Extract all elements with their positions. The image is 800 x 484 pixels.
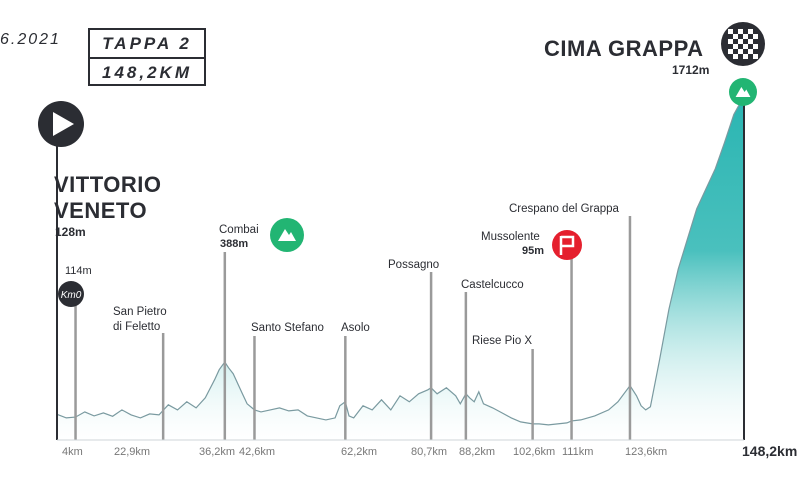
km-label-123-6: 123,6km (625, 446, 668, 458)
start-name-line2: VENETO (54, 198, 148, 223)
chequer-square (738, 39, 743, 44)
label-combai-altitude: 388m (220, 238, 249, 250)
chequer-square (728, 29, 733, 34)
race-date: 6.2021 (0, 31, 61, 48)
label-san-pietro: San Pietro di Feletto (113, 305, 167, 335)
km-label-final: 148,2km (742, 443, 798, 459)
stage-label: TAPPA 2 (90, 30, 204, 59)
finish-altitude: 1712m (672, 63, 710, 77)
label-castelcucco: Castelcucco (461, 279, 524, 291)
start-name-line1: VITTORIO (54, 172, 162, 197)
label-san-pietro-line1: San Pietro (113, 306, 167, 318)
label-asolo: Asolo (341, 322, 370, 334)
chequer-square (738, 29, 743, 34)
chequered-flag-icon (728, 29, 758, 59)
flag-icon (559, 235, 575, 255)
km-label-111: 111km (562, 446, 594, 458)
km-label-4: 4km (62, 446, 83, 458)
chequer-square (748, 49, 753, 54)
climb-marker-cima-grappa-mountain-icon (735, 87, 751, 97)
chequer-square (748, 39, 753, 44)
km0-marker-label: Km0 (61, 290, 82, 301)
km0-marker (58, 281, 84, 307)
chequer-square (738, 49, 743, 54)
chequer-square (743, 44, 748, 49)
km-label-36-2: 36,2km (199, 446, 236, 458)
chequer-square (743, 54, 748, 59)
km-label-102-6: 102,6km (513, 446, 556, 458)
label-san-pietro-line2: di Feletto (113, 321, 161, 333)
start-altitude: 128m (55, 225, 86, 239)
start-town-name: VITTORIO VENETO (54, 172, 162, 224)
label-riese-pio-x: Riese Pio X (472, 335, 533, 347)
km-label-80-7: 80,7km (411, 446, 448, 458)
climb-marker-combai-mountain-icon (278, 229, 296, 241)
stage-distance: 148,2KM (102, 63, 192, 82)
profile-area (57, 96, 744, 440)
label-km0-altitude: 114m (65, 265, 92, 277)
label-possagno: Possagno (388, 259, 440, 271)
profile-outline (56, 95, 745, 426)
play-icon (53, 112, 74, 136)
chequer-square (728, 49, 733, 54)
label-combai: Combai (219, 224, 259, 236)
chequer-square (748, 29, 753, 34)
chequer-square (733, 54, 738, 59)
km-label-62-2: 62,2km (341, 446, 378, 458)
finish-town-name: CIMA GRAPPA (544, 36, 704, 61)
km-label-42-6: 42,6km (239, 446, 276, 458)
chequer-square (733, 34, 738, 39)
label-crespano: Crespano del Grappa (509, 203, 619, 215)
label-mussolente-altitude: 95m (522, 245, 545, 257)
km-label-22-9: 22,9km (114, 446, 151, 458)
chequer-square (733, 44, 738, 49)
chequer-square (753, 44, 758, 49)
km-label-88-2: 88,2km (459, 446, 496, 458)
chequer-square (743, 34, 748, 39)
label-mussolente: Mussolente (481, 231, 540, 243)
chequer-square (753, 34, 758, 39)
label-santo-stefano: Santo Stefano (251, 322, 324, 334)
stage-info-box: TAPPA 2 148,2KM (88, 28, 206, 86)
chequer-square (728, 39, 733, 44)
chequer-square (753, 54, 758, 59)
